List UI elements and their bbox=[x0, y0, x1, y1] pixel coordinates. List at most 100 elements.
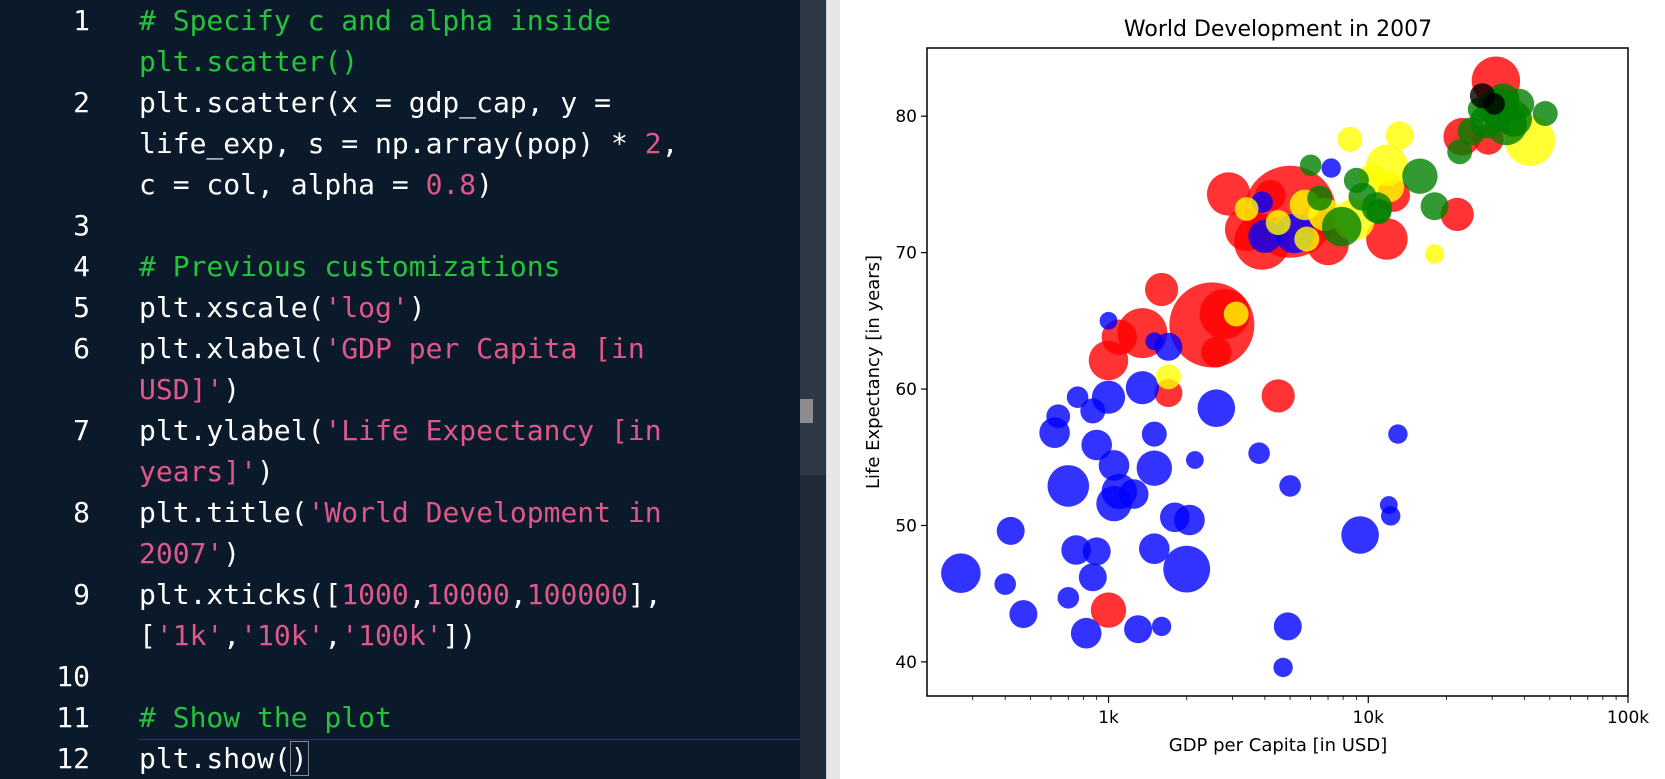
code-token: plt.title( bbox=[139, 496, 308, 529]
line-number bbox=[0, 123, 90, 164]
code-line[interactable]: 2007') bbox=[139, 533, 240, 574]
code-token: , bbox=[509, 578, 527, 611]
data-point bbox=[1155, 364, 1181, 390]
code-number: 1000 bbox=[341, 578, 409, 611]
data-point bbox=[1201, 336, 1232, 368]
line-number: 11 bbox=[56, 701, 90, 734]
data-point bbox=[1385, 121, 1414, 150]
line-number bbox=[0, 369, 90, 410]
pane-splitter[interactable] bbox=[826, 0, 840, 779]
data-point bbox=[1145, 332, 1164, 351]
line-number bbox=[0, 533, 90, 574]
code-line[interactable]: life_exp, s = np.array(pop) * 2, bbox=[139, 123, 678, 164]
data-point bbox=[1279, 475, 1301, 497]
code-token: [ bbox=[139, 619, 156, 652]
code-token: , bbox=[661, 127, 679, 160]
data-point bbox=[1098, 450, 1130, 481]
line-number: 8 bbox=[73, 496, 90, 529]
data-point bbox=[996, 516, 1025, 545]
data-point bbox=[1145, 272, 1179, 307]
code-token: plt.scatter(x = gdp_cap, y = bbox=[139, 86, 612, 119]
data-point bbox=[1057, 587, 1080, 609]
line-number bbox=[0, 41, 90, 82]
code-line[interactable]: plt.scatter(x = gdp_cap, y = bbox=[139, 82, 611, 123]
code-number: 2 bbox=[644, 127, 662, 160]
code-line[interactable]: ['1k','10k','100k']) bbox=[139, 615, 476, 656]
code-line[interactable]: USD]') bbox=[139, 369, 240, 410]
code-editor[interactable]: 1 # Specify c and alpha inside plt.scatter… bbox=[0, 0, 800, 779]
data-point bbox=[1082, 537, 1111, 566]
data-point bbox=[1124, 615, 1153, 644]
line-number: 9 bbox=[73, 578, 90, 611]
code-string: 'GDP per Capita [in bbox=[324, 332, 645, 365]
data-point bbox=[1163, 545, 1211, 593]
code-token: ], bbox=[627, 578, 662, 611]
data-point bbox=[1321, 206, 1362, 247]
data-point bbox=[1265, 210, 1291, 236]
data-point bbox=[1321, 158, 1341, 178]
code-line[interactable]: plt.xlabel('GDP per Capita [in bbox=[139, 328, 645, 369]
data-point bbox=[1440, 197, 1474, 231]
data-point bbox=[1294, 226, 1320, 252]
code-line[interactable]: # Show the plot bbox=[139, 697, 392, 738]
code-string: '10k' bbox=[240, 619, 325, 652]
scroll-position-marker bbox=[800, 399, 813, 423]
code-line[interactable]: plt.scatter() bbox=[139, 41, 358, 82]
data-point bbox=[1424, 244, 1445, 264]
data-point bbox=[1420, 192, 1449, 221]
code-line[interactable]: c = col, alpha = 0.8) bbox=[139, 164, 493, 205]
code-token: ) bbox=[476, 168, 494, 201]
data-point bbox=[1457, 117, 1486, 146]
code-token: , bbox=[408, 578, 426, 611]
code-token: plt.xscale( bbox=[139, 291, 325, 324]
data-point bbox=[941, 553, 981, 593]
code-comment: plt.scatter() bbox=[139, 45, 359, 78]
code-line[interactable]: plt.title('World Development in bbox=[139, 492, 662, 533]
code-line[interactable]: years]') bbox=[139, 451, 274, 492]
code-comment: # Show the plot bbox=[139, 701, 392, 734]
code-token: plt.xticks([ bbox=[139, 578, 342, 611]
data-point bbox=[1197, 389, 1236, 428]
code-line[interactable]: plt.ylabel('Life Expectancy [in bbox=[139, 410, 662, 451]
editor-scrollbar-thumb[interactable] bbox=[800, 0, 826, 475]
data-point bbox=[1070, 617, 1102, 649]
line-number: 12 bbox=[56, 742, 90, 775]
code-token: plt.ylabel( bbox=[139, 414, 325, 447]
data-point bbox=[1080, 398, 1106, 424]
code-line[interactable]: plt.xscale('log') bbox=[139, 287, 426, 328]
data-point bbox=[1447, 139, 1473, 165]
code-token: ) bbox=[257, 455, 274, 488]
data-point bbox=[1343, 167, 1369, 193]
data-point bbox=[1151, 616, 1172, 637]
line-number bbox=[0, 164, 90, 205]
data-point bbox=[1503, 88, 1535, 120]
data-point bbox=[1234, 197, 1259, 221]
code-token: ) bbox=[408, 291, 426, 324]
code-string: 'World Development in bbox=[307, 496, 662, 529]
code-number: 100000 bbox=[526, 578, 628, 611]
code-line[interactable]: plt.show() bbox=[139, 738, 309, 779]
line-number: 10 bbox=[56, 660, 90, 693]
data-point bbox=[1009, 600, 1038, 629]
current-line-highlight bbox=[139, 739, 800, 779]
code-line[interactable]: # Specify c and alpha inside bbox=[139, 0, 611, 41]
line-number: 1 bbox=[73, 4, 90, 37]
line-number: 3 bbox=[73, 209, 90, 242]
data-point bbox=[1261, 379, 1295, 413]
data-point bbox=[1090, 592, 1127, 628]
line-number: 6 bbox=[73, 332, 90, 365]
y-tick-label: 60 bbox=[895, 380, 917, 400]
code-line[interactable]: # Previous customizations bbox=[139, 246, 560, 287]
data-point bbox=[1366, 199, 1392, 225]
data-point bbox=[1337, 126, 1363, 152]
y-tick-label: 50 bbox=[895, 516, 917, 536]
code-token: ) bbox=[289, 741, 309, 776]
code-line[interactable]: plt.xticks([1000,10000,100000], bbox=[139, 574, 662, 615]
y-tick-label: 70 bbox=[895, 244, 917, 264]
data-point bbox=[1061, 535, 1091, 565]
data-point bbox=[1248, 442, 1270, 465]
line-number: 5 bbox=[73, 291, 90, 324]
x-tick-label: 10k bbox=[1353, 708, 1385, 728]
x-tick-label: 100k bbox=[1607, 708, 1649, 728]
code-token: c = col, alpha = bbox=[139, 168, 426, 201]
